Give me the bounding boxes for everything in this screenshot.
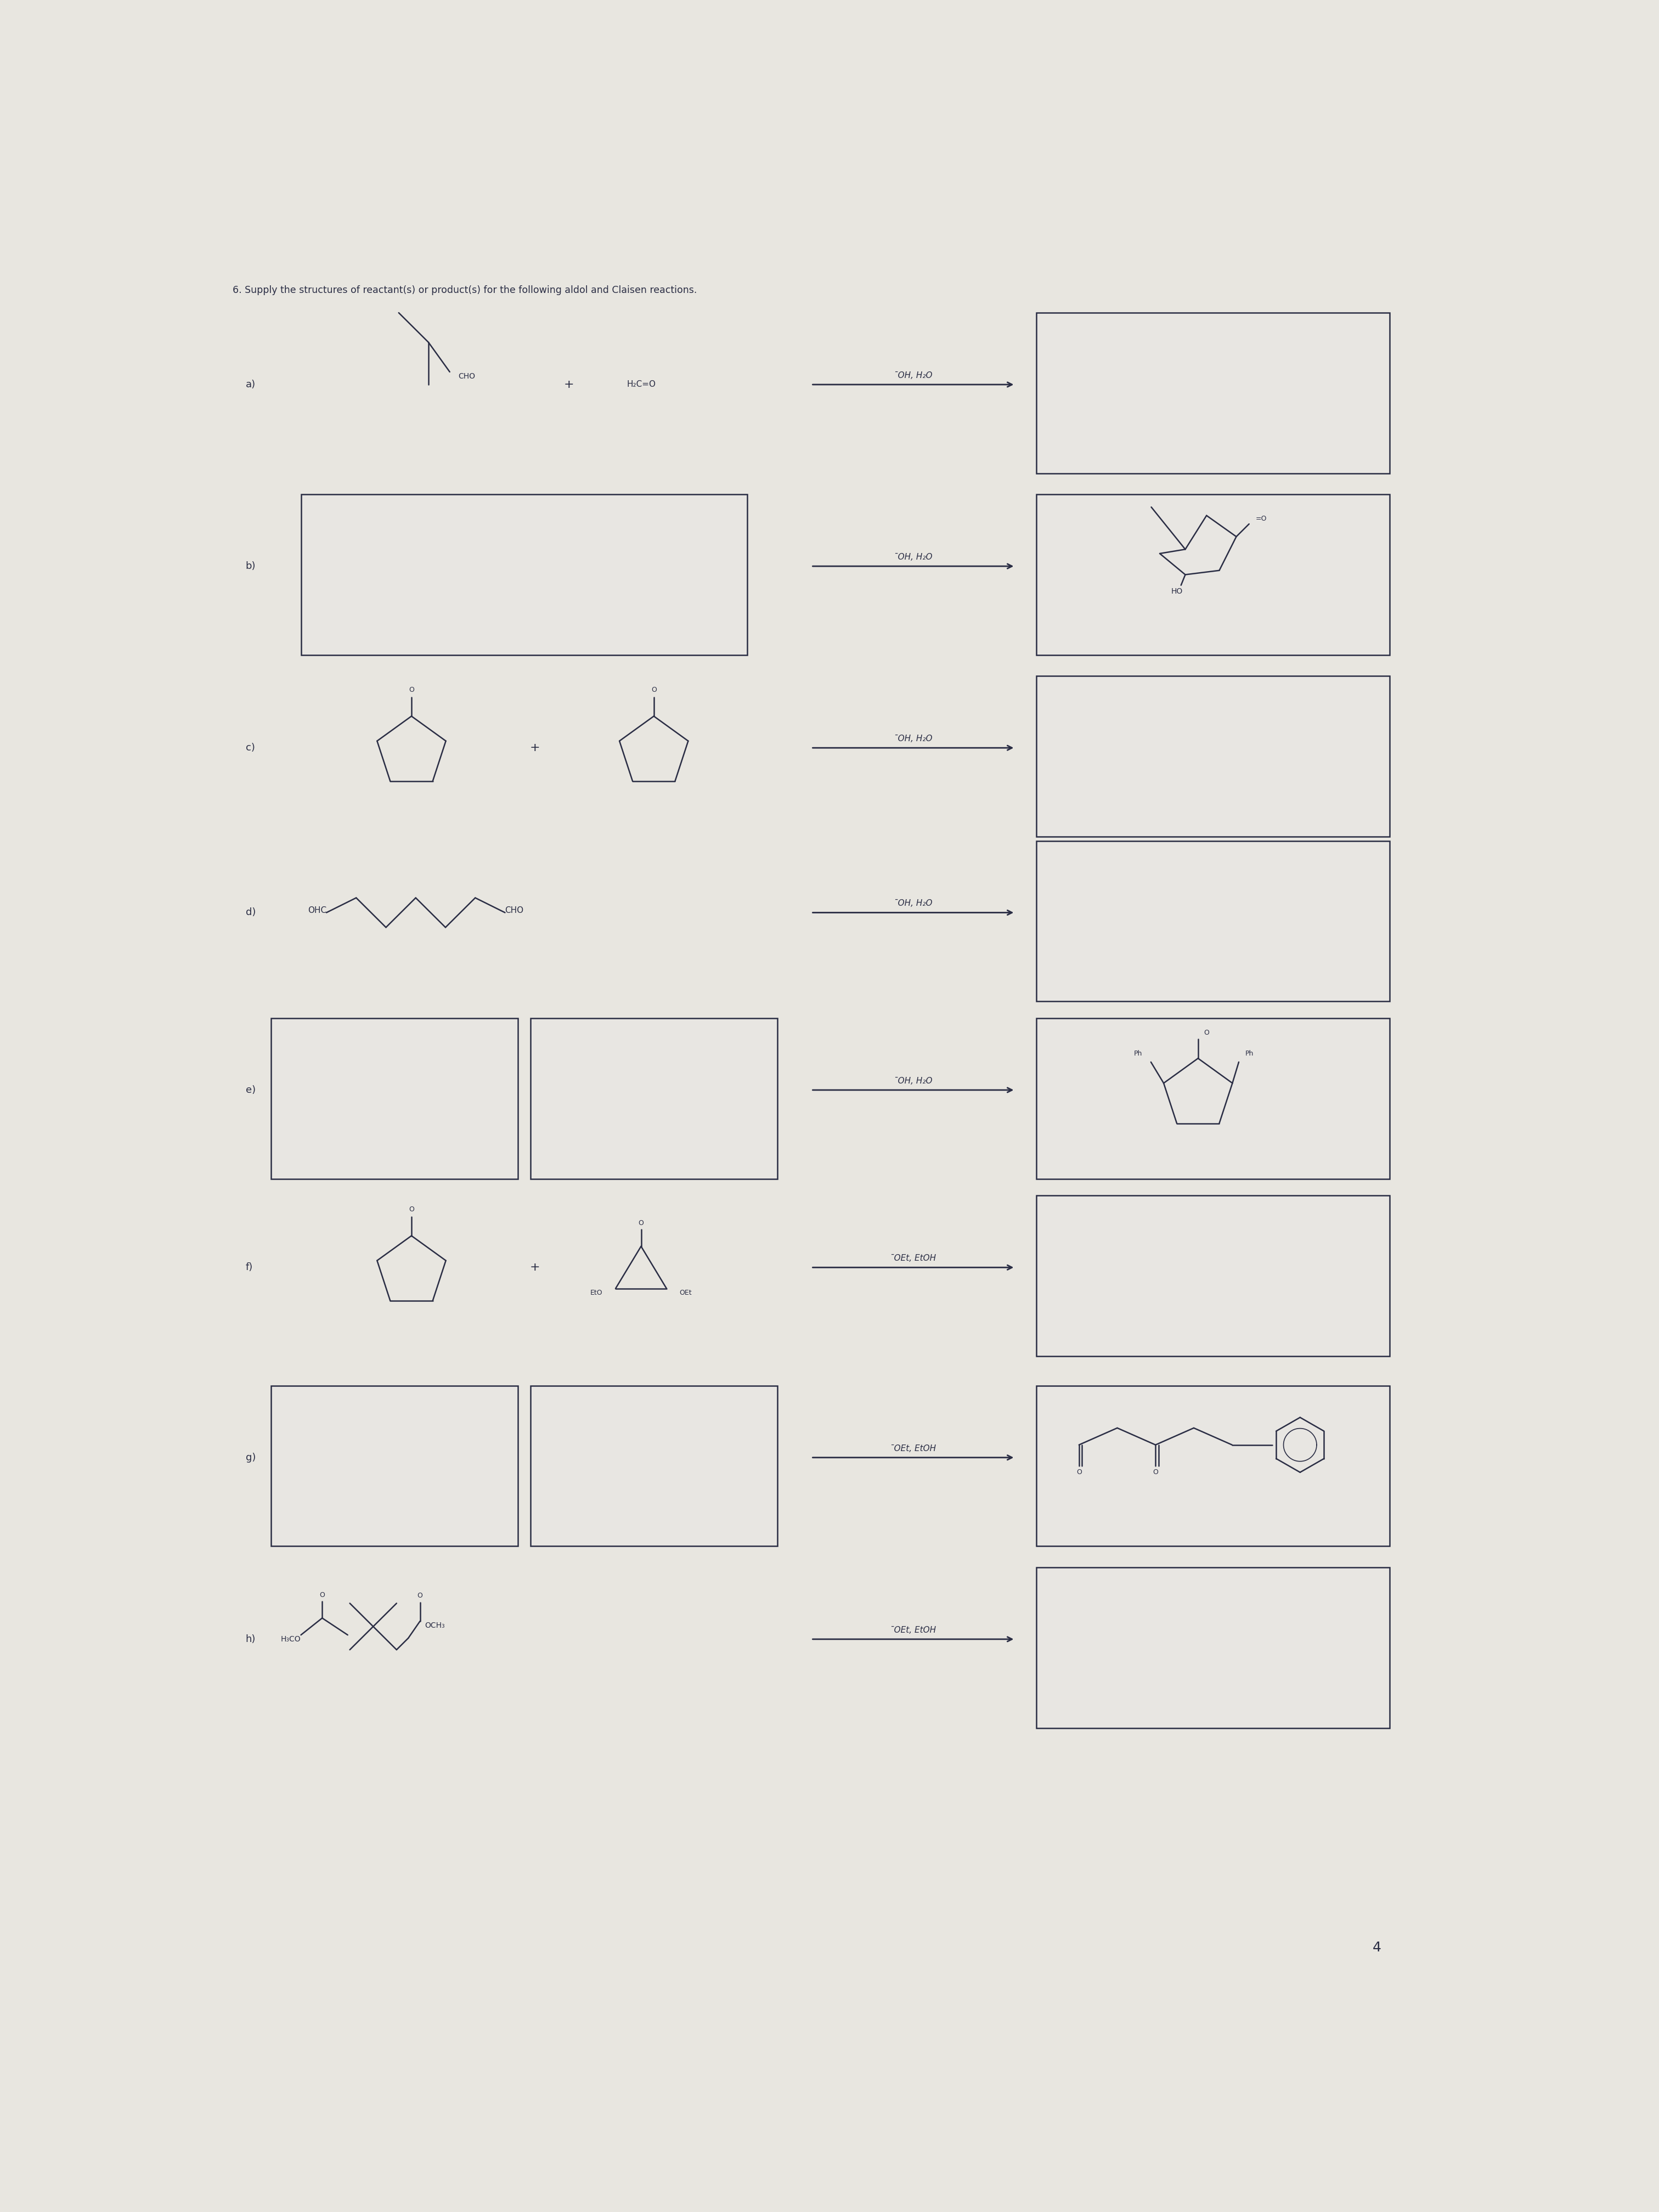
Text: O: O [650, 686, 657, 695]
Text: b): b) [246, 562, 255, 571]
Bar [1037, 677, 1389, 836]
Text: H₂C=O: H₂C=O [627, 380, 655, 389]
Text: O: O [320, 1590, 325, 1599]
Bar [1037, 841, 1389, 1002]
Text: H₃CO: H₃CO [280, 1635, 300, 1644]
Text: ¯OEt, EtOH: ¯OEt, EtOH [891, 1254, 936, 1263]
Text: =O: =O [1256, 515, 1267, 522]
Text: 4: 4 [1372, 1940, 1380, 1953]
Text: f): f) [246, 1263, 252, 1272]
Text: O: O [1153, 1469, 1158, 1475]
Text: d): d) [246, 907, 255, 918]
Text: CHO: CHO [504, 907, 524, 914]
Text: Ph: Ph [1135, 1051, 1143, 1057]
Text: h): h) [246, 1635, 255, 1644]
Text: ¯OEt, EtOH: ¯OEt, EtOH [891, 1444, 936, 1453]
Bar [531, 1018, 776, 1179]
Text: c): c) [246, 743, 255, 752]
Text: O: O [418, 1593, 423, 1599]
Bar [1037, 1018, 1389, 1179]
Text: Ph: Ph [1246, 1051, 1254, 1057]
Text: OCH₃: OCH₃ [425, 1621, 445, 1630]
Text: g): g) [246, 1453, 255, 1462]
Text: O: O [408, 1206, 415, 1212]
Bar [270, 1385, 518, 1546]
Bar [531, 1385, 776, 1546]
Text: EtO: EtO [591, 1290, 602, 1296]
Text: e): e) [246, 1086, 255, 1095]
Bar [270, 1018, 518, 1179]
Text: O: O [1077, 1469, 1082, 1475]
Bar [300, 495, 747, 655]
Text: ¯OH, H₂O: ¯OH, H₂O [894, 734, 932, 743]
Text: +: + [529, 1263, 539, 1272]
Text: OEt: OEt [679, 1290, 692, 1296]
Bar [1037, 1385, 1389, 1546]
Text: +: + [564, 378, 574, 389]
Text: ¯OH, H₂O: ¯OH, H₂O [894, 553, 932, 562]
Text: a): a) [246, 380, 255, 389]
Text: ¯OH, H₂O: ¯OH, H₂O [894, 900, 932, 907]
Text: ¯OH, H₂O: ¯OH, H₂O [894, 1077, 932, 1084]
Text: +: + [529, 743, 539, 754]
Text: O: O [639, 1219, 644, 1228]
Text: ¯OEt, EtOH: ¯OEt, EtOH [891, 1626, 936, 1635]
Text: ¯OH, H₂O: ¯OH, H₂O [894, 372, 932, 380]
Bar [1037, 1568, 1389, 1728]
Text: OHC: OHC [307, 907, 327, 914]
Text: O: O [1204, 1029, 1209, 1037]
Bar [1037, 495, 1389, 655]
Text: 6. Supply the structures of reactant(s) or product(s) for the following aldol an: 6. Supply the structures of reactant(s) … [232, 285, 697, 294]
Text: CHO: CHO [458, 372, 474, 380]
Text: HO: HO [1171, 588, 1183, 595]
Text: O: O [408, 686, 415, 695]
Bar [1037, 312, 1389, 473]
Bar [1037, 1197, 1389, 1356]
